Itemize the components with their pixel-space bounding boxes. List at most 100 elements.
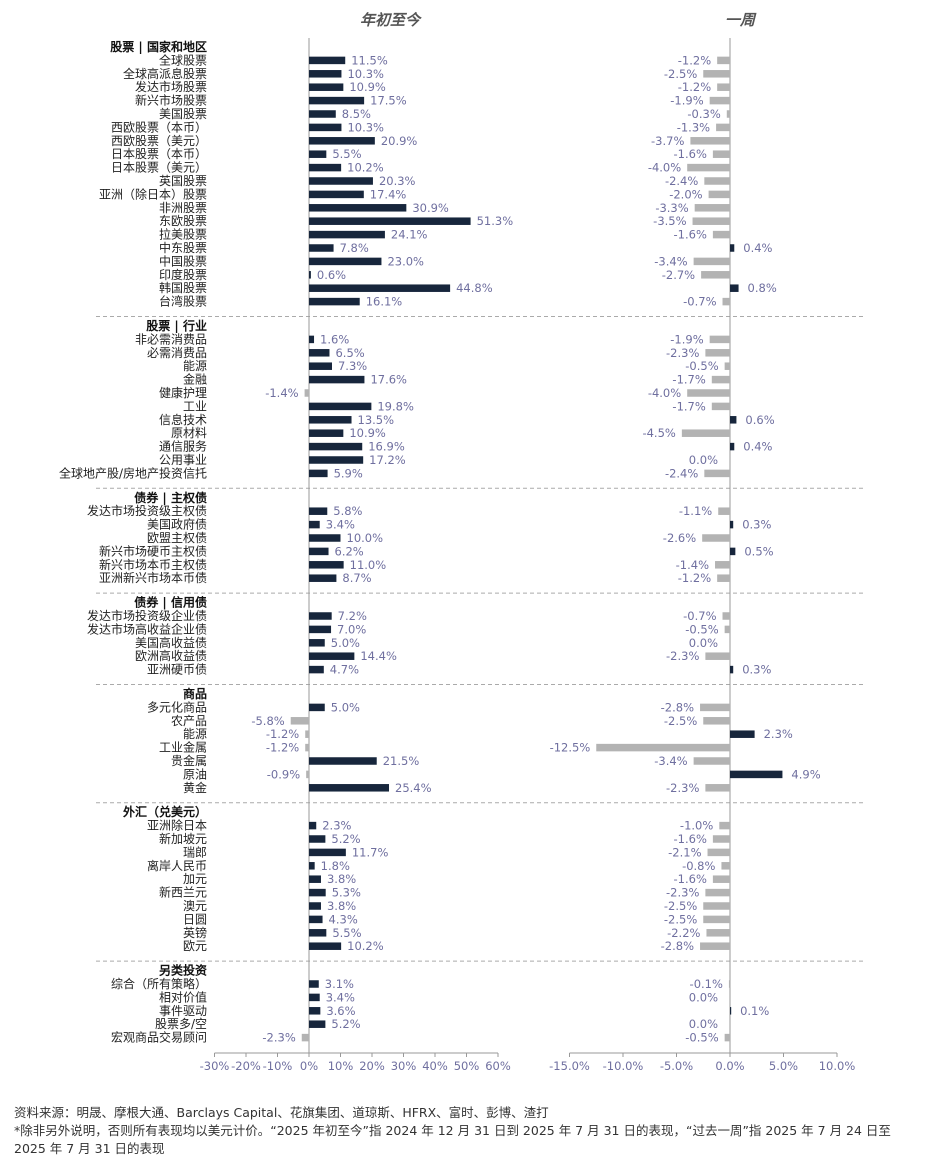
ytd-value-label: 20.3% (379, 174, 416, 188)
ytd-tick-label: -10% (263, 1059, 293, 1073)
week-bar (712, 230, 730, 239)
category-label: 全球地产股/房地产投资信托 (59, 465, 207, 480)
week-value-label: 0.4% (743, 241, 772, 255)
week-bar (712, 875, 730, 883)
week-value-label: -3.5% (653, 214, 686, 228)
week-bar (705, 888, 730, 897)
category-label: 新兴市场本币主权债 (99, 557, 207, 572)
ytd-value-label: 3.8% (327, 872, 356, 886)
week-bar (730, 1007, 732, 1015)
category-label: 美国股票 (159, 107, 207, 121)
ytd-bar (309, 1007, 321, 1015)
week-value-label: 0.8% (748, 281, 777, 295)
week-bar (687, 389, 730, 397)
ytd-value-label: 30.9% (412, 201, 449, 215)
week-value-label: -4.0% (648, 161, 681, 175)
week-bar (718, 507, 730, 515)
ytd-bar (309, 70, 342, 78)
week-tick-label: 0.0% (715, 1059, 744, 1073)
category-label: 能源 (183, 359, 207, 373)
week-bar (692, 217, 730, 225)
week-value-label: -4.0% (648, 386, 681, 400)
ytd-bar (309, 639, 325, 647)
category-label: 工业金属 (159, 740, 207, 755)
ytd-value-label: 3.4% (326, 518, 355, 532)
ytd-value-label: 16.9% (368, 440, 405, 454)
ytd-bar (309, 96, 365, 105)
week-bar (707, 848, 730, 857)
ytd-bar (309, 625, 332, 634)
category-label: 日本股票（美元） (111, 161, 207, 175)
performance-chart: 年初至今 一周 -30% -20% -10% 0% 10% 20% 30% 40% 50% 60% -1… (59, 11, 865, 1073)
week-value-label: -3.7% (651, 134, 684, 148)
week-value-label: -2.1% (668, 845, 701, 859)
ytd-tick-label: 30% (391, 1059, 417, 1073)
ytd-value-label: 17.2% (369, 453, 406, 467)
category-label: 非洲股票 (159, 201, 207, 215)
ytd-value-label: 11.0% (350, 558, 387, 572)
ytd-bar (309, 757, 377, 765)
category-label: 能源 (183, 727, 207, 741)
ytd-value-label: 17.4% (370, 187, 407, 201)
ytd-tick-label: 50% (454, 1059, 480, 1073)
category-label: 信息技术 (159, 412, 207, 427)
ytd-bar (309, 375, 365, 384)
category-label: 亚洲除日本 (147, 818, 207, 833)
category-label: 事件驱动 (159, 1004, 207, 1018)
ytd-value-label: 10.3% (347, 120, 384, 134)
ytd-value-label: 5.0% (331, 636, 360, 650)
week-bar (687, 163, 730, 172)
week-value-label: -1.7% (672, 399, 705, 413)
ytd-value-label: 5.2% (331, 832, 360, 846)
ytd-tick-label: -30% (200, 1059, 230, 1073)
week-value-label: 0.3% (742, 518, 771, 532)
week-bar (693, 757, 730, 765)
ytd-bar (309, 284, 451, 292)
ytd-value-label: 17.6% (370, 373, 407, 387)
ytd-bar (309, 190, 364, 199)
ytd-bar (290, 717, 309, 725)
group-header: 债券 | 信用债 (134, 595, 207, 610)
group-header: 股票 | 行业 (146, 318, 207, 333)
week-bar (715, 561, 730, 569)
week-bar (709, 335, 730, 344)
week-bar (704, 177, 730, 185)
week-bar (703, 902, 730, 910)
ytd-bar (309, 271, 311, 279)
week-value-label: 0.0% (689, 453, 718, 467)
category-label: 中东股票 (159, 240, 207, 255)
group-header: 另类投资 (159, 963, 207, 978)
week-bar (703, 717, 730, 725)
category-label: 通信服务 (159, 439, 207, 454)
ytd-bar (309, 520, 320, 529)
ytd-value-label: 44.8% (456, 281, 493, 295)
week-bar (730, 442, 735, 451)
category-label: 新兴市场硬币主权债 (99, 543, 207, 558)
week-value-label: -1.6% (674, 832, 707, 846)
category-label: 欧洲高收益债 (135, 648, 207, 663)
week-value-label: -2.3% (666, 781, 699, 795)
ytd-bar (309, 1020, 326, 1028)
week-value-label: -1.6% (674, 872, 707, 886)
week-bar (705, 349, 730, 357)
week-value-label: 0.3% (742, 663, 771, 677)
ytd-bar (309, 561, 344, 569)
ytd-tick-label: 10% (328, 1059, 354, 1073)
week-value-label: -1.4% (676, 558, 709, 572)
source-note: 资料来源：明晟、摩根大通、Barclays Capital、花旗集团、道琼斯、H… (14, 1105, 549, 1120)
week-bar (730, 547, 736, 556)
week-value-label: -12.5% (550, 741, 591, 755)
ytd-bar (309, 862, 315, 870)
week-tick-label: -15.0% (549, 1059, 590, 1073)
week-value-label: 0.0% (689, 636, 718, 650)
ytd-value-label: -1.4% (265, 386, 298, 400)
ytd-bar (309, 110, 336, 118)
week-value-label: -1.0% (680, 819, 713, 833)
category-label: 英国股票 (159, 174, 207, 188)
category-label: 日圆 (183, 912, 207, 926)
category-label: 全球高派息股票 (123, 66, 207, 81)
ytd-bar (309, 652, 355, 660)
week-bar (717, 56, 730, 65)
week-value-label: -0.5% (685, 359, 718, 373)
week-bar (717, 574, 730, 582)
